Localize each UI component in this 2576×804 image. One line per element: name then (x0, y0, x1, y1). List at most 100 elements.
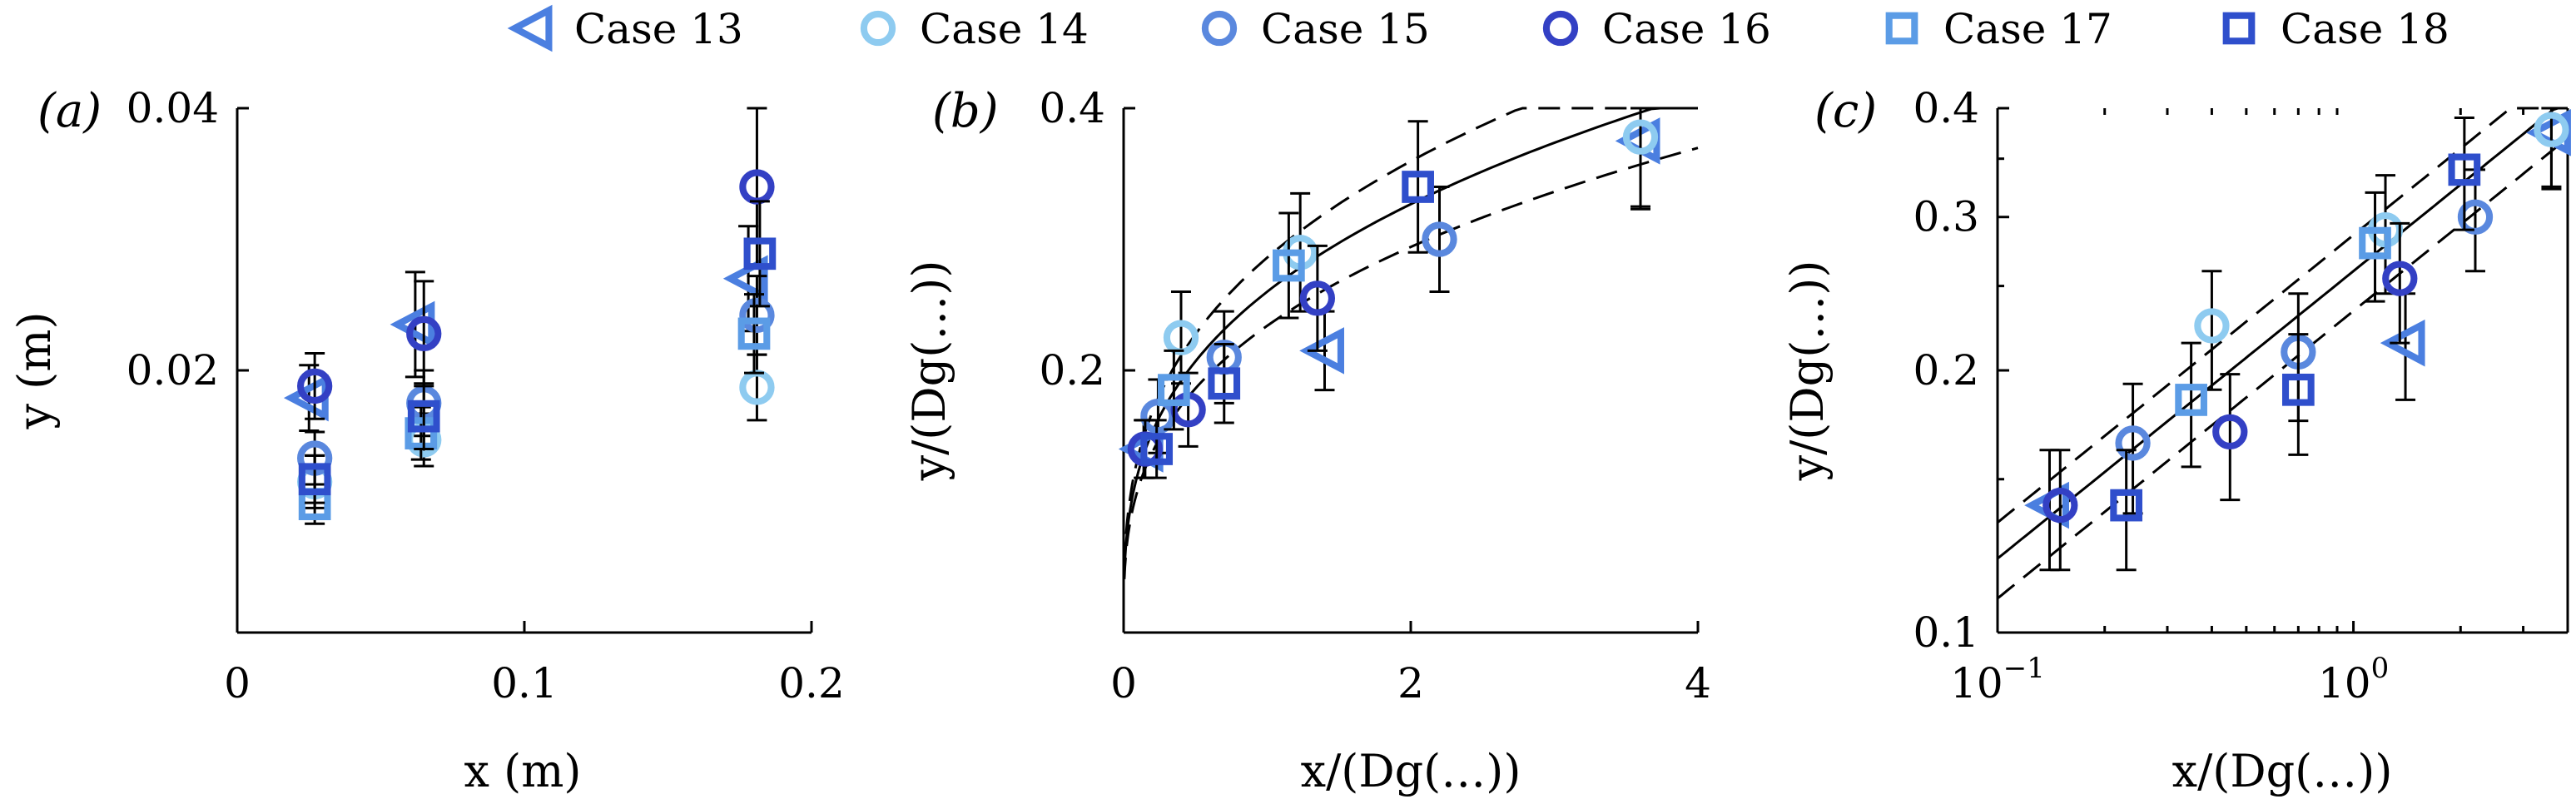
x-tick-exponent: −1 (2003, 652, 2045, 685)
fit-curve (1123, 107, 1698, 573)
x-tick-label: 100 (2318, 652, 2389, 707)
panel-label: (a) (37, 84, 102, 138)
y-tick-label: 0.2 (1039, 346, 1105, 395)
data-point-circle-icon (2457, 199, 2494, 235)
legend-triangle-left-marker-icon (507, 4, 553, 52)
legend-item-case-13: Case 13 (507, 4, 743, 53)
data-point-square-icon (2359, 226, 2391, 260)
data-point-square-icon (2281, 373, 2315, 406)
fit-upper-bound (1997, 107, 2568, 524)
data-point-square-icon (737, 317, 771, 350)
panel-c: 10−1 100 0.1 0.2 0.3 0.4 x/(Dg(…)) y/(Dg(…)) (c) (1781, 84, 2571, 797)
data-point-square-icon (2448, 153, 2481, 186)
data-point-circle-icon (2212, 414, 2248, 450)
data-point-circle-icon (296, 368, 333, 404)
data-point-square-icon (1208, 367, 1241, 400)
x-tick-label: 2 (1397, 659, 1424, 707)
series-case-18 (298, 200, 777, 504)
y-tick-label: 0.4 (1039, 84, 1105, 132)
series-case-15 (1140, 186, 1457, 454)
legend: Case 13 Case 14 Case 15 Case 16 Case 17 Case … (507, 4, 2449, 53)
panel-a: 0 0.1 0.2 0.02 0.04 x (m) y (m) (a) (8, 84, 845, 797)
y-axis-label: y/(Dg(…)) (903, 261, 955, 482)
series-case-16 (2042, 221, 2418, 572)
series-case-18 (2110, 117, 2481, 572)
data-point-circle-icon (1299, 280, 1336, 316)
fit-lower-bound (1123, 146, 1699, 579)
data-point-circle-icon (1622, 119, 1659, 155)
data-point-square-icon (1158, 374, 1190, 406)
legend-label: Case 15 (1261, 5, 1430, 53)
x-tick-exponent: 0 (2371, 652, 2390, 685)
legend-square-marker-icon (2222, 12, 2256, 45)
legend-circle-marker-icon (1201, 10, 1238, 47)
series-case-16 (296, 107, 775, 420)
legend-item-case-16: Case 16 (1542, 5, 1771, 53)
y-axis-label: y (m) (8, 311, 61, 429)
series-case-17 (298, 293, 771, 525)
fit-lower-bound (1997, 136, 2569, 600)
data-point-circle-icon (739, 297, 775, 334)
series-case-13 (283, 225, 768, 432)
series-case-17 (1158, 211, 1305, 431)
legend-label: Case 14 (920, 5, 1089, 53)
data-point-circle-icon (2115, 425, 2151, 461)
x-tick-label: 0 (224, 659, 251, 707)
legend-circle-marker-icon (1542, 10, 1579, 47)
data-point-triangle-left-icon (1299, 327, 1344, 375)
fit-upper-bound (1123, 107, 1698, 568)
legend-square-marker-icon (1885, 12, 1918, 45)
data-point-triangle-left-icon (2380, 319, 2425, 367)
data-point-circle-icon (1422, 221, 1457, 257)
data-point-square-icon (298, 463, 331, 496)
panel-label: (c) (1814, 84, 1877, 138)
x-tick-label: 0.1 (491, 659, 558, 707)
data-point-square-icon (743, 237, 777, 270)
y-tick-label: 0.1 (1913, 608, 1979, 657)
x-tick-label: 0.2 (778, 659, 845, 707)
series-case-15 (296, 275, 775, 486)
series-case-13 (1118, 107, 1660, 479)
legend-circle-marker-icon (860, 10, 896, 47)
data-point-circle-icon (2382, 261, 2418, 296)
y-tick-label: 0.02 (127, 346, 219, 395)
data-point-circle-icon (2042, 487, 2078, 524)
legend-label: Case 18 (2281, 5, 2449, 53)
legend-label: Case 13 (574, 5, 743, 53)
series-case-18 (1140, 120, 1434, 479)
data-point-square-icon (1140, 433, 1174, 465)
x-axis-label: x/(Dg(…)) (1301, 745, 1521, 797)
data-point-square-icon (405, 417, 438, 449)
legend-item-case-18: Case 18 (2222, 5, 2449, 53)
legend-item-case-14: Case 14 (860, 5, 1089, 53)
data-point-square-icon (407, 400, 440, 433)
fit-curve (1997, 107, 2568, 560)
y-tick-label: 0.4 (1913, 84, 1979, 132)
data-point-square-icon (2175, 384, 2207, 416)
x-tick-label: 4 (1685, 659, 1711, 707)
data-point-circle-icon (2534, 112, 2569, 147)
panel-b: 0 2 4 0.2 0.4 x/(Dg(…)) y/(Dg(…)) (b) (903, 84, 1711, 797)
y-axis-label: y/(Dg(…)) (1781, 261, 1834, 482)
legend-item-case-15: Case 15 (1201, 5, 1430, 53)
y-tick-label: 0.3 (1913, 193, 1979, 241)
legend-item-case-17: Case 17 (1885, 5, 2112, 53)
x-tick-label: 0 (1110, 659, 1137, 707)
panel-label: (b) (932, 84, 999, 138)
x-axis-label: x (m) (464, 745, 582, 797)
x-axis-label: x/(Dg(…)) (2172, 745, 2393, 797)
data-point-square-icon (2110, 489, 2143, 522)
series-case-15 (2115, 168, 2494, 515)
data-point-square-icon (1402, 171, 1434, 203)
series-case-14 (296, 353, 775, 509)
legend-label: Case 17 (1943, 5, 2112, 53)
data-point-circle-icon (2194, 308, 2230, 344)
legend-label: Case 16 (1602, 5, 1771, 53)
series-case-17 (2175, 191, 2391, 469)
y-tick-label: 0.04 (127, 84, 219, 132)
x-tick-label: 10−1 (1950, 652, 2045, 707)
data-point-circle-icon (406, 315, 442, 352)
data-point-square-icon (1273, 249, 1305, 282)
y-tick-label: 0.2 (1913, 346, 1979, 395)
